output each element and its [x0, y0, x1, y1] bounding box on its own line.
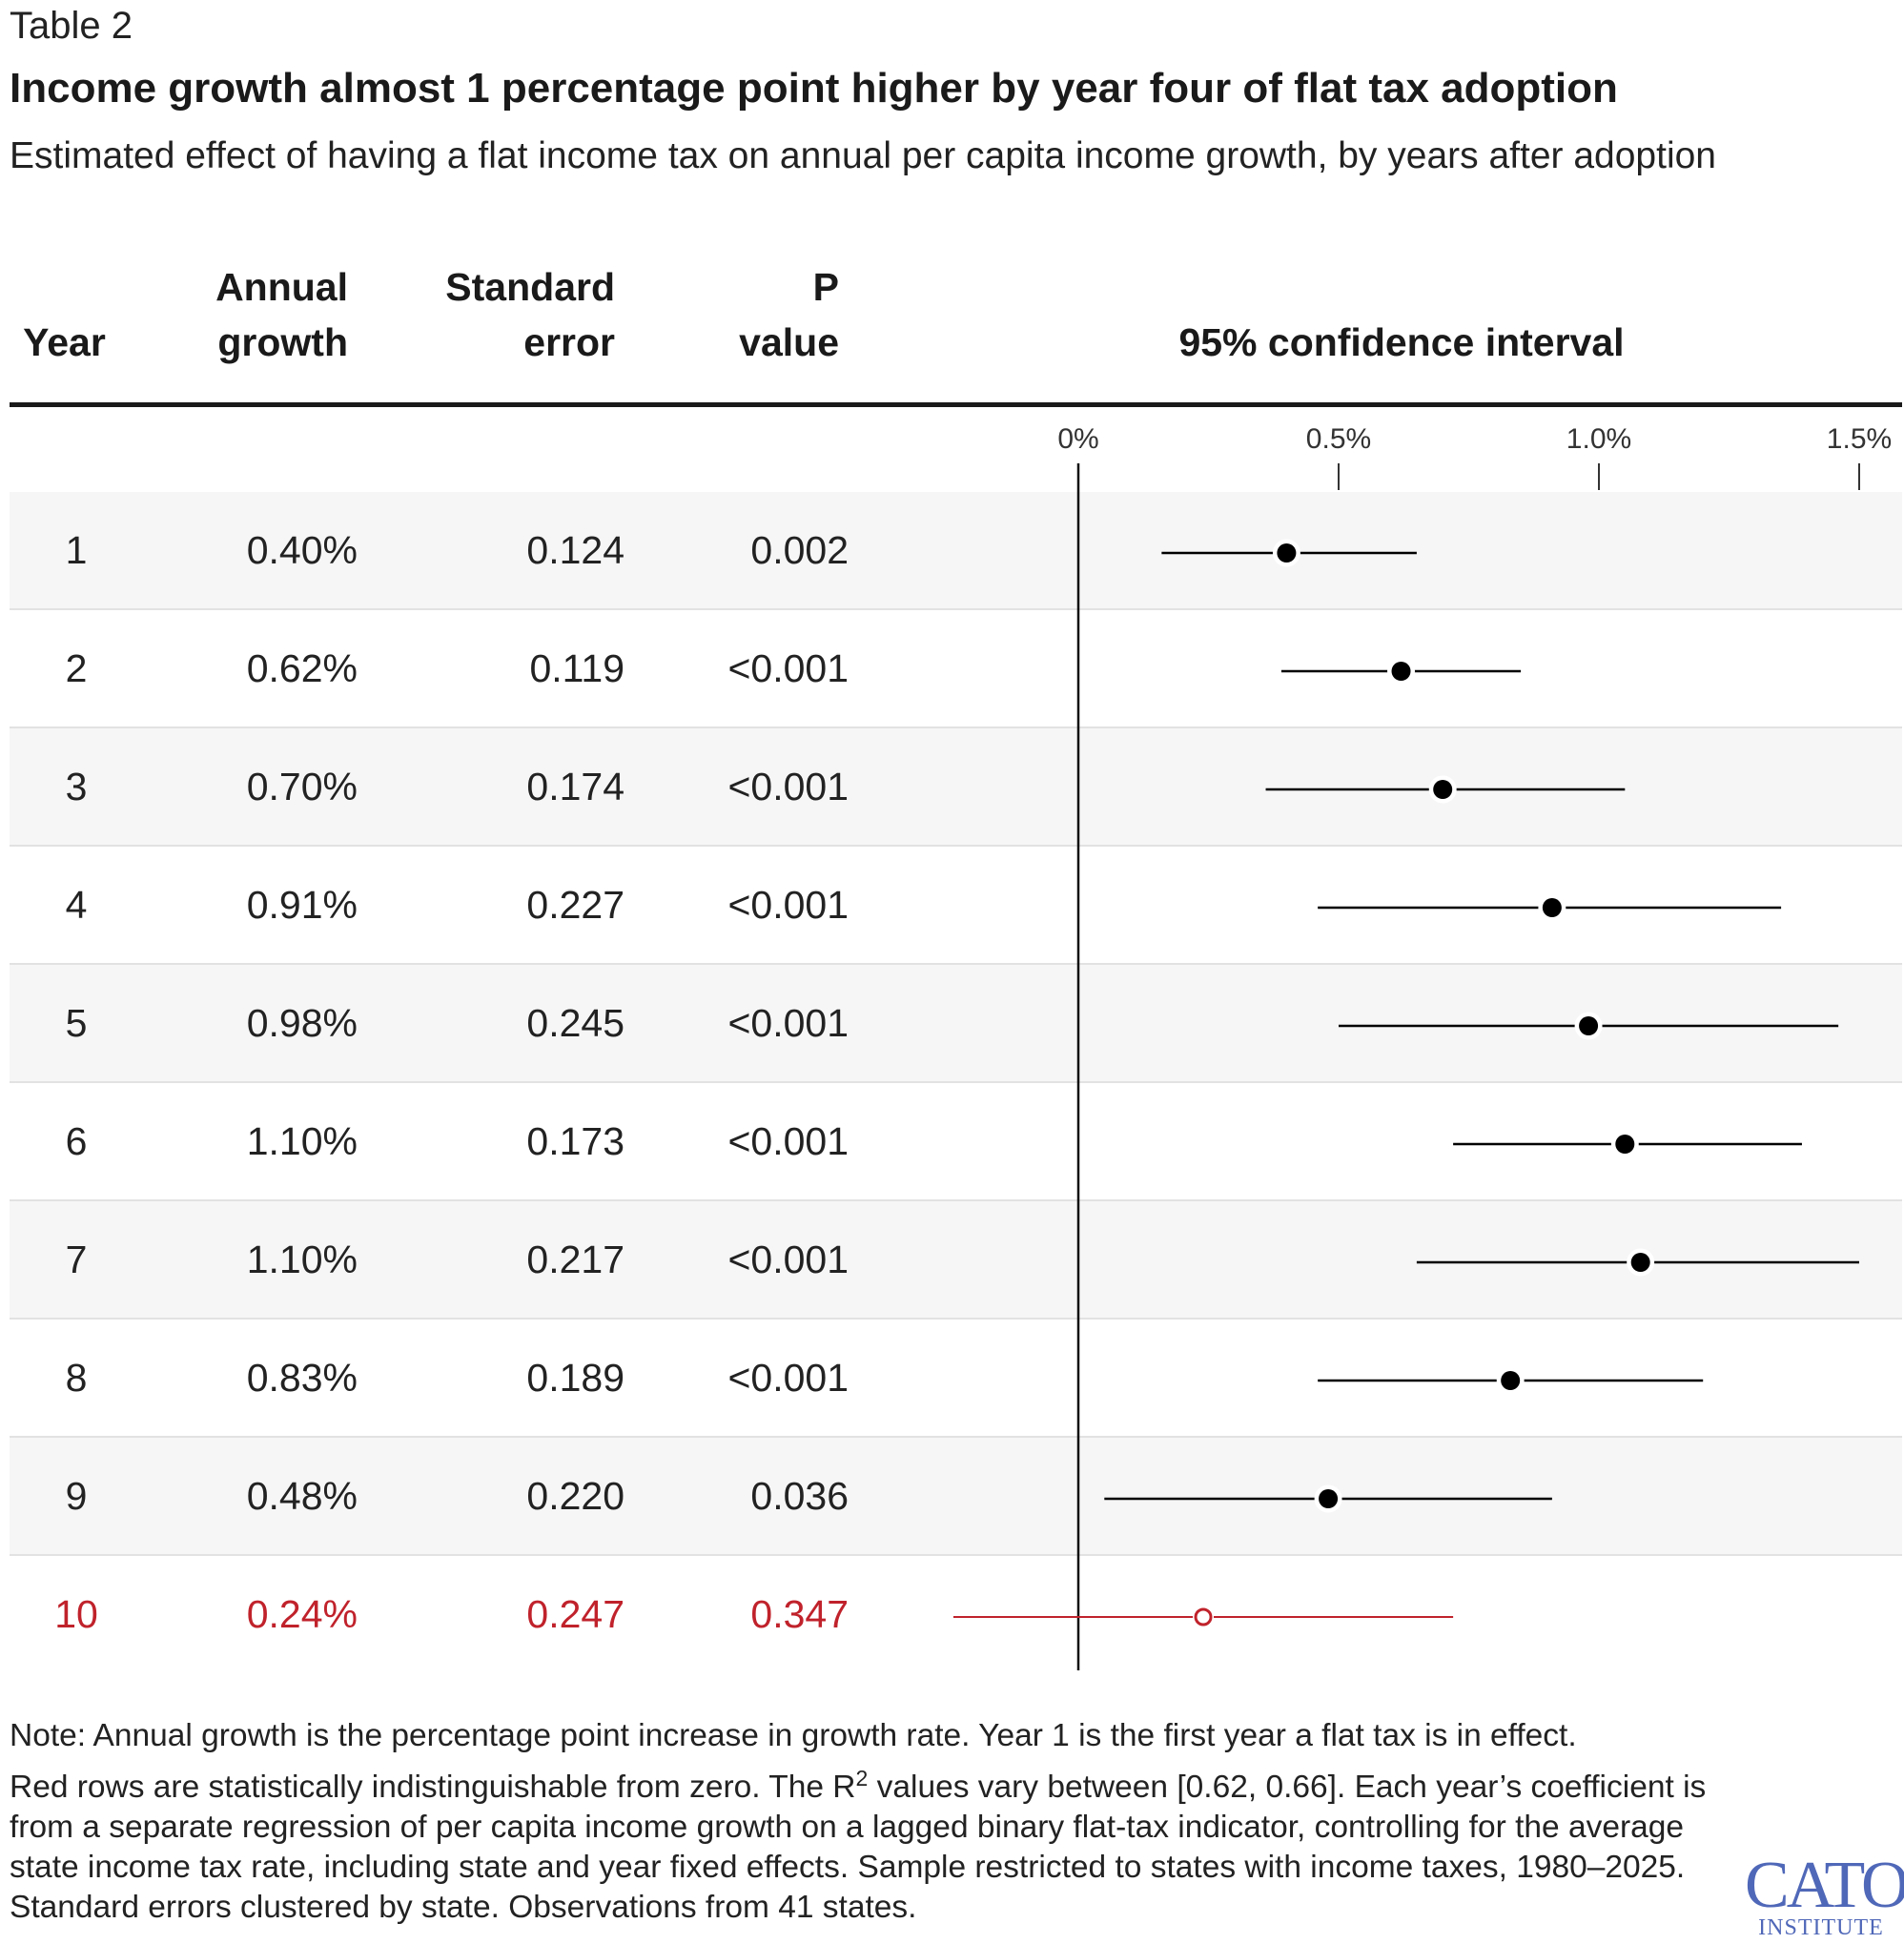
standard-error-cell: 0.189: [526, 1356, 624, 1400]
p-value-cell: 0.036: [750, 1474, 849, 1518]
column-header-p-value-line2: value: [739, 320, 839, 364]
logo-main-text: CATO: [1745, 1849, 1904, 1922]
table-row: 4 0.91% 0.227 <0.001: [10, 847, 1902, 965]
column-header-annual-growth-line1: Annual: [215, 265, 348, 309]
point-estimate: [1630, 1253, 1650, 1272]
annual-growth-cell: 1.10%: [246, 1238, 358, 1281]
year-cell: 3: [65, 765, 88, 808]
annual-growth-cell: 0.98%: [246, 1001, 358, 1045]
column-header-standard-error-line2: error: [523, 320, 615, 364]
header-rule: [10, 402, 1902, 407]
column-header-annual-growth: Annual growth: [143, 259, 348, 370]
note-line1: Note: Annual growth is the percentage po…: [10, 1718, 1577, 1753]
p-value-cell: <0.001: [727, 1119, 849, 1163]
table-row: 8 0.83% 0.189 <0.001: [10, 1320, 1902, 1438]
note-text-part2: values vary between [0.62, 0.66]. Each y…: [10, 1770, 1707, 1925]
standard-error-cell: 0.174: [526, 765, 624, 808]
cato-logo: CATO INSTITUTE: [1745, 1849, 1904, 1940]
notes: Note: Annual growth is the percentage po…: [10, 1716, 1726, 1939]
x-tick-label: 0.5%: [1306, 423, 1371, 455]
row-separator: [10, 608, 1902, 610]
annual-growth-cell: 0.24%: [246, 1592, 358, 1636]
point-estimate: [1579, 1016, 1599, 1035]
standard-error-cell: 0.173: [526, 1119, 624, 1163]
p-value-cell: <0.001: [727, 1001, 849, 1045]
p-value-cell: <0.001: [727, 883, 849, 927]
column-header-standard-error-line1: Standard: [445, 265, 615, 309]
row-separator: [10, 1554, 1902, 1556]
year-cell: 7: [65, 1238, 88, 1281]
annual-growth-cell: 0.70%: [246, 765, 358, 808]
column-header-confidence-interval: 95% confidence interval: [1178, 320, 1625, 364]
table-label: Table 2: [10, 5, 133, 47]
point-estimate: [1391, 662, 1411, 681]
row-separator: [10, 1436, 1902, 1438]
row-separator: [10, 1199, 1902, 1201]
standard-error-cell: 0.124: [526, 528, 624, 572]
year-cell: 8: [65, 1356, 88, 1400]
annual-growth-cell: 0.83%: [246, 1356, 358, 1400]
p-value-cell: <0.001: [727, 646, 849, 690]
row-separator: [10, 1318, 1902, 1320]
standard-error-cell: 0.245: [526, 1001, 624, 1045]
table-row: 2 0.62% 0.119 <0.001: [10, 610, 1902, 728]
chart-subtitle: Estimated effect of having a flat income…: [10, 135, 1716, 176]
p-value-cell: <0.001: [727, 765, 849, 808]
logo-sub-text: INSTITUTE: [1758, 1915, 1884, 1940]
p-value-cell: <0.001: [727, 1356, 849, 1400]
note-superscript: 2: [855, 1765, 869, 1791]
table-row: 9 0.48% 0.220 0.036: [10, 1438, 1902, 1556]
point-estimate: [1542, 898, 1562, 917]
column-header-annual-growth-line2: growth: [217, 320, 348, 364]
year-cell: 9: [65, 1474, 88, 1518]
point-estimate: [1615, 1135, 1635, 1154]
row-separator: [10, 963, 1902, 965]
row-separator: [10, 726, 1902, 728]
p-value-cell: <0.001: [727, 1238, 849, 1281]
year-cell: 10: [54, 1592, 98, 1636]
year-cell: 5: [65, 1001, 88, 1045]
point-estimate: [1277, 543, 1297, 563]
p-value-cell: 0.347: [750, 1592, 849, 1636]
point-estimate: [1501, 1371, 1521, 1390]
table-row: 3 0.70% 0.174 <0.001: [10, 728, 1902, 847]
x-tick-label: 1.0%: [1566, 423, 1631, 455]
p-value-cell: 0.002: [750, 528, 849, 572]
standard-error-cell: 0.227: [526, 883, 624, 927]
year-cell: 4: [65, 883, 88, 927]
table-row: 1 0.40% 0.124 0.002: [10, 492, 1902, 610]
year-cell: 2: [65, 646, 88, 690]
note-text-part1: Red rows are statistically indistinguish…: [10, 1770, 856, 1805]
row-separator: [10, 845, 1902, 847]
column-header-standard-error: Standard error: [381, 259, 615, 370]
annual-growth-cell: 0.62%: [246, 646, 358, 690]
row-separator: [10, 1081, 1902, 1083]
annual-growth-cell: 1.10%: [246, 1119, 358, 1163]
year-cell: 6: [65, 1119, 88, 1163]
column-header-p-value-line1: P: [812, 265, 839, 309]
annual-growth-cell: 0.40%: [246, 528, 358, 572]
standard-error-cell: 0.220: [526, 1474, 624, 1518]
point-estimate: [1319, 1489, 1339, 1508]
table-row: 7 1.10% 0.217 <0.001: [10, 1201, 1902, 1320]
standard-error-cell: 0.217: [526, 1238, 624, 1281]
standard-error-cell: 0.119: [529, 646, 624, 690]
annual-growth-cell: 0.48%: [246, 1474, 358, 1518]
confidence-interval-plot: 0% 0.5% 1.0% 1.5%: [952, 423, 1892, 1670]
annual-growth-cell: 0.91%: [246, 883, 358, 927]
column-header-p-value: P value: [648, 259, 839, 370]
point-estimate: [1433, 780, 1453, 799]
point-estimate: [1194, 1607, 1213, 1627]
standard-error-cell: 0.247: [526, 1592, 624, 1636]
table-row: 6 1.10% 0.173 <0.001: [10, 1083, 1902, 1201]
x-tick-label: 0%: [1057, 423, 1098, 455]
column-header-year: Year: [23, 320, 106, 364]
table-row: 10 0.24% 0.247 0.347: [10, 1556, 1902, 1674]
year-cell: 1: [65, 528, 88, 572]
note-paragraph: Red rows are statistically indistinguish…: [10, 1765, 1726, 1928]
chart-title: Income growth almost 1 percentage point …: [10, 65, 1618, 112]
x-tick-label: 1.5%: [1827, 423, 1892, 455]
